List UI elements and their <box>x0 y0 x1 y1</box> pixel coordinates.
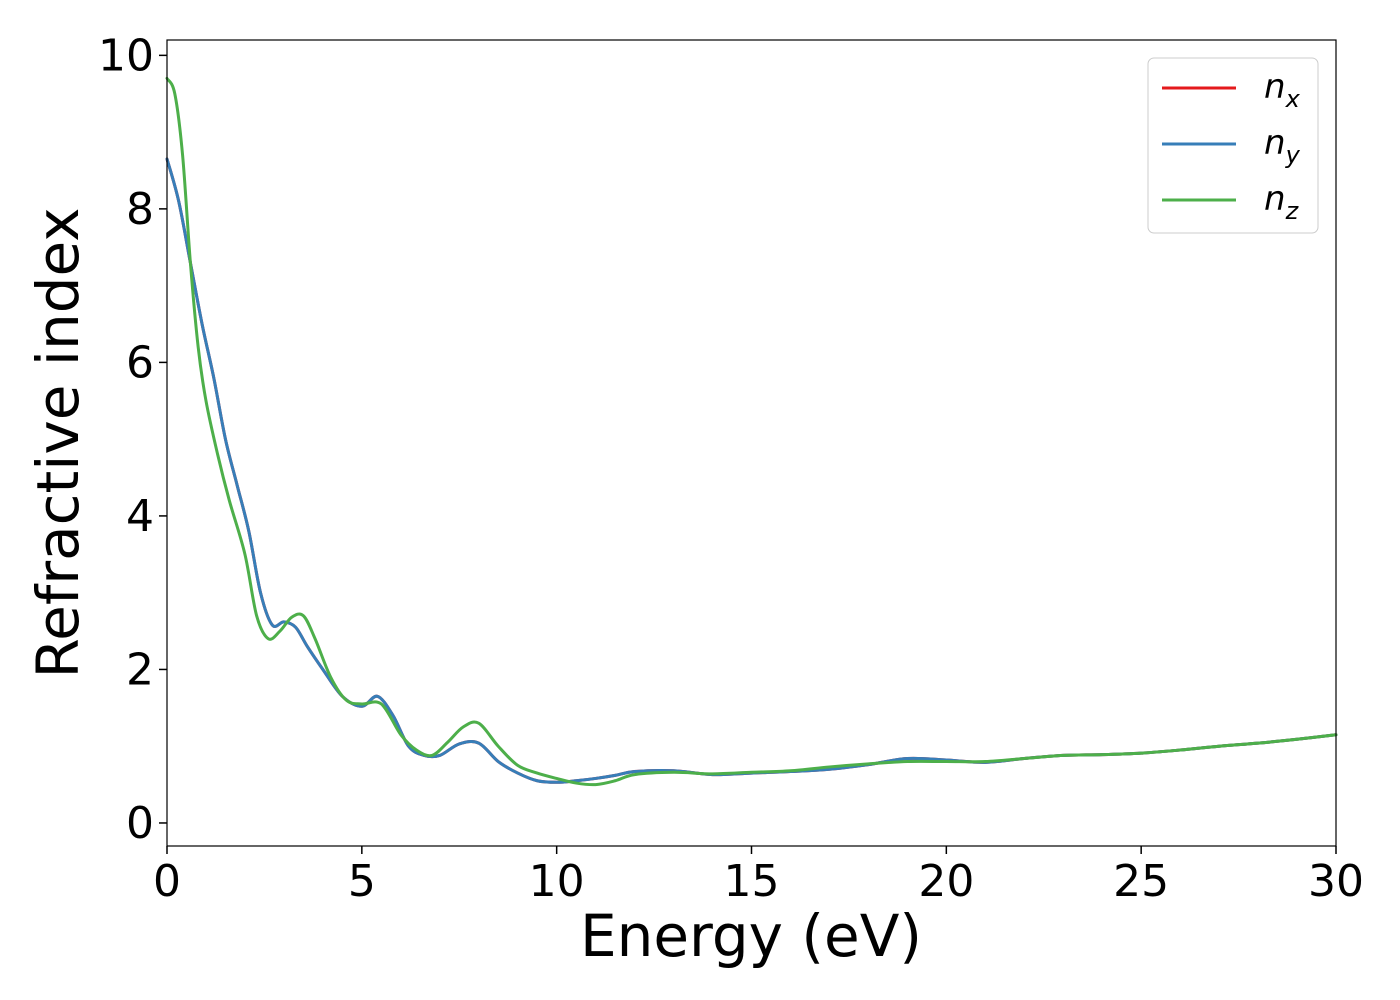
y-tick-label: 10 <box>98 30 154 81</box>
x-tick-label: 30 <box>1308 856 1364 907</box>
x-axis-title: Energy (eV) <box>580 902 922 970</box>
y-tick-label: 8 <box>126 184 154 235</box>
y-tick-label: 4 <box>126 491 154 542</box>
y-tick-label: 0 <box>126 798 154 849</box>
x-tick-label: 0 <box>153 856 181 907</box>
x-tick-label: 25 <box>1113 856 1169 907</box>
y-tick-label: 2 <box>126 644 154 695</box>
plot-area <box>167 40 1336 846</box>
x-tick-label: 5 <box>348 856 376 907</box>
y-axis-title: Refractive index <box>24 207 92 678</box>
legend-label-nx: nx <box>1264 67 1301 113</box>
x-tick-label: 15 <box>724 856 780 907</box>
legend-label-nz: nz <box>1264 179 1300 225</box>
legend-label-ny: ny <box>1264 123 1301 169</box>
legend: nx ny nz <box>1147 57 1319 234</box>
series-line-nz <box>165 76 1338 787</box>
x-axis: 0 5 10 15 20 25 30 <box>153 846 1364 907</box>
y-tick-label: 6 <box>126 337 154 388</box>
x-tick-label: 10 <box>529 856 585 907</box>
x-tick-label: 20 <box>918 856 974 907</box>
series-layer <box>165 76 1338 787</box>
y-axis: 0 2 4 6 8 10 <box>98 30 167 849</box>
